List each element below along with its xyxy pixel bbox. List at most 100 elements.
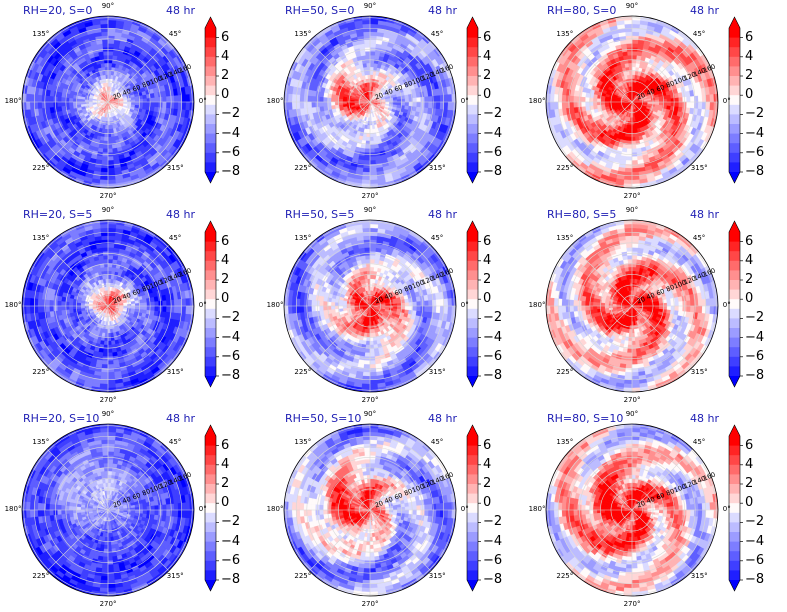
colorbar-tick-label: −6	[745, 144, 765, 160]
contour-cell	[68, 97, 74, 103]
contour-cell	[22, 93, 27, 103]
angle-tick-label: 315°	[428, 164, 446, 173]
angle-tick-label: 225°	[294, 164, 312, 173]
contour-cell	[697, 101, 703, 110]
contour-cell	[389, 101, 394, 105]
contour-cell	[330, 97, 336, 103]
colorbar-segment	[205, 76, 216, 86]
contour-cell	[624, 167, 633, 173]
contour-cell	[584, 97, 590, 103]
angle-tick-label: 180°	[4, 97, 22, 105]
contour-cell	[299, 101, 305, 110]
contour-cell	[361, 19, 371, 25]
panel-title: RH=20, S=0	[23, 4, 93, 17]
contour-cell	[369, 39, 377, 44]
colorbar-segment	[467, 152, 478, 163]
contour-cell	[396, 101, 402, 106]
contour-cell	[686, 96, 691, 103]
contour-cell	[105, 325, 109, 330]
colorbar-tick-label: −8	[483, 164, 503, 179]
contour-cell	[107, 144, 113, 150]
colorbar-segment	[729, 66, 740, 77]
polar-panel: 20 40 60 80 100 120 140 160 6 4 2 0 −2 −4 −6 −8 RH=20, S…	[0, 204, 262, 408]
contour-cell	[154, 101, 160, 108]
contour-cell	[369, 160, 377, 165]
contour-cell	[76, 302, 82, 307]
contour-cell	[311, 96, 316, 103]
contour-cell	[107, 39, 115, 44]
contour-cell	[393, 101, 398, 105]
colorbar-segment	[467, 28, 478, 38]
contour-cell	[185, 93, 191, 103]
contour-cell	[29, 94, 35, 103]
contour-cell	[60, 101, 66, 107]
contour-cell	[690, 95, 695, 103]
polar-panel: 20 40 60 80 100 120 140 160 6 4 2 0 −2 −4 −6 −8 RH=20, S…	[0, 0, 262, 204]
contour-cell	[627, 136, 633, 142]
angle-tick-label: 0°	[198, 97, 207, 105]
panel-title: RH=80, S=0	[547, 4, 617, 17]
colorbar	[728, 16, 743, 184]
contour-cell	[592, 97, 598, 103]
angle-tick-label: 0°	[460, 97, 469, 105]
contour-cell	[107, 54, 113, 60]
colorbar-segment	[205, 133, 216, 144]
colorbar-segment	[205, 143, 216, 154]
contour-cell	[362, 175, 371, 181]
angle-tick-label: 90°	[101, 2, 115, 10]
contour-cell	[624, 31, 633, 37]
colorbar-tick-label: −2	[483, 106, 503, 122]
colorbar-tick-label: −8	[745, 164, 765, 179]
contour-cell	[100, 23, 109, 29]
contour-cell	[658, 101, 664, 106]
contour-cell	[100, 167, 109, 173]
contour-cell	[631, 78, 635, 83]
contour-cell	[107, 23, 116, 29]
colorbar-segment	[205, 104, 216, 115]
contour-cell	[655, 101, 660, 105]
colorbar-segment	[467, 47, 478, 58]
contour-cell	[674, 101, 680, 107]
contour-cell	[107, 278, 111, 283]
contour-cell	[631, 39, 639, 44]
contour-cell	[697, 94, 703, 103]
colorbar	[204, 16, 219, 184]
contour-cell	[631, 70, 636, 76]
colorbar-tick-label: −2	[745, 106, 765, 122]
contour-cell	[25, 93, 31, 103]
contour-cell	[29, 101, 35, 110]
polar-panel: 20 40 60 80 100 120 140 160 6 4 2 0 −2 −4 −6 −8 RH=50, S…	[262, 0, 524, 204]
contour-cell	[631, 31, 640, 37]
contour-cell	[631, 156, 638, 161]
colorbar-tick-label: 2	[221, 68, 230, 83]
contour-cell	[107, 43, 114, 48]
contour-cell	[131, 305, 136, 309]
contour-cell	[101, 39, 109, 44]
contour-cell	[369, 144, 375, 150]
contour-cell	[424, 96, 429, 103]
contour-cell	[416, 96, 422, 103]
contour-cell	[369, 74, 373, 79]
contour-cell	[447, 93, 453, 103]
contour-cell	[625, 39, 633, 44]
colorbar-segment	[729, 28, 740, 38]
colorbar-segment	[729, 76, 740, 86]
angle-tick-label: 315°	[166, 164, 184, 173]
panel-time-label: 48 hr	[428, 4, 457, 17]
contour-cell	[107, 78, 111, 83]
contour-cell	[107, 156, 114, 161]
colorbar-tick-label: 2	[745, 68, 754, 83]
contour-cell	[631, 160, 639, 165]
colorbar-tick-label: 4	[221, 48, 230, 64]
colorbar-segment	[729, 56, 740, 67]
contour-cell	[364, 156, 371, 161]
contour-cell	[107, 274, 112, 280]
contour-cell	[362, 167, 371, 173]
contour-cell	[154, 96, 160, 103]
colorbar-tick-label: −8	[221, 164, 241, 179]
contour-cell	[569, 101, 574, 109]
contour-cell	[678, 96, 684, 103]
contour-cell	[631, 179, 641, 185]
contour-cell	[631, 74, 635, 79]
